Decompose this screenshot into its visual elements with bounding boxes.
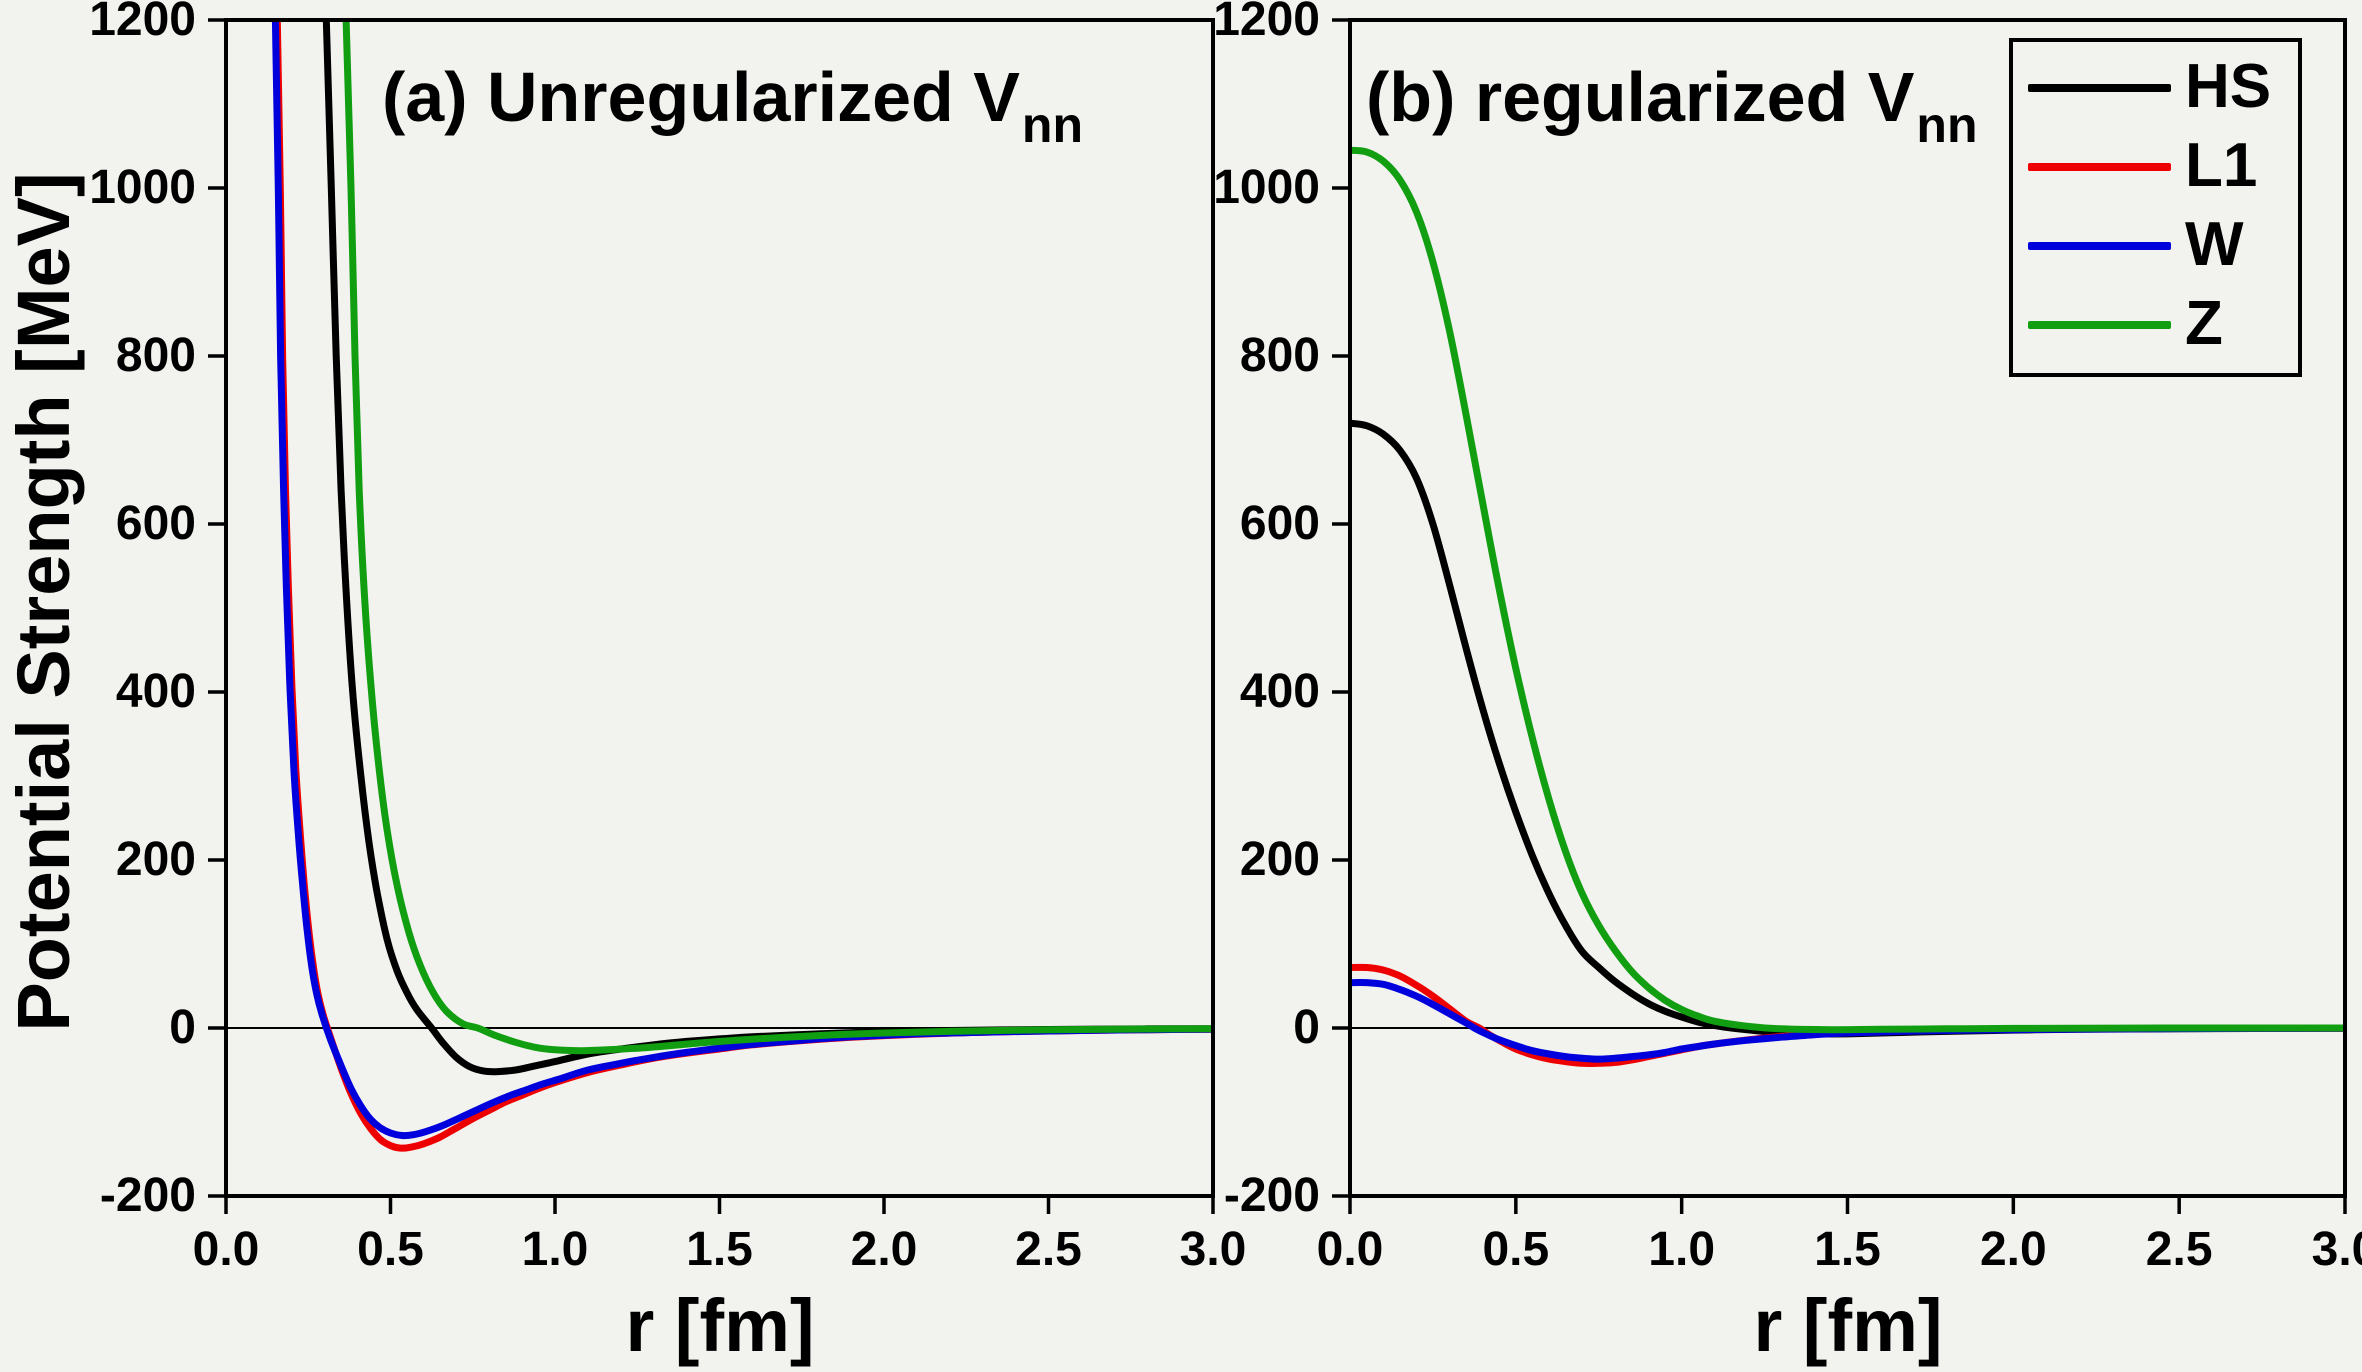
curve-z-panel-b [1350, 146, 2345, 1034]
legend-line-hs [2028, 84, 2171, 92]
y-tick-label-panel-a: 1200 [89, 0, 196, 46]
y-tick-label-panel-a: 1000 [89, 161, 196, 214]
y-tick-label-panel-b: 200 [1239, 833, 1320, 886]
legend-label-z: Z [2185, 289, 2223, 358]
x-tick-label-panel-b: 2.0 [1979, 1223, 2047, 1276]
curve-w-panel-a [271, 20, 1213, 1140]
y-tick-label-panel-b: -200 [1223, 1169, 1320, 1222]
x-tick-label-panel-a: 3.0 [1179, 1223, 1247, 1276]
x-tick-label-panel-a: 1.5 [686, 1223, 753, 1276]
y-tick-label-panel-a: -200 [99, 1169, 196, 1222]
legend-label-hs: HS [2185, 52, 2272, 121]
y-tick-label-panel-b: 400 [1239, 665, 1320, 718]
x-tick-label-panel-b: 3.0 [2311, 1223, 2362, 1276]
curve-hs-panel-a [322, 20, 1213, 1076]
x-tick-label-panel-b: 1.5 [1814, 1223, 1881, 1276]
curve-l1-panel-a [273, 20, 1213, 1152]
x-tick-label-panel-b: 0.5 [1482, 1223, 1550, 1276]
legend-line-z [2028, 321, 2171, 329]
legend-label-l1: L1 [2185, 131, 2258, 200]
panel-b-title: (b) regularized Vnn [1366, 58, 1978, 150]
y-tick-label-panel-b: 1200 [1213, 0, 1320, 46]
y-tick-label-panel-b: 1000 [1213, 161, 1320, 214]
y-tick-label-panel-a: 600 [115, 497, 196, 550]
curve-l1-panel-b [1350, 963, 2345, 1067]
panel-a-title-subscript: nn [1021, 97, 1083, 153]
y-tick-label-panel-b: 800 [1239, 329, 1320, 382]
legend-label-w: W [2185, 210, 2244, 279]
y-tick-label-panel-a: 0 [169, 1001, 196, 1054]
y-tick-label-panel-b: 0 [1293, 1001, 1320, 1054]
x-axis-title-panel-b: r [fm] [1753, 1284, 1943, 1367]
panel-a-title-text: (a) Unregularized V [382, 58, 1020, 136]
x-axis-title-panel-a: r [fm] [625, 1284, 815, 1367]
x-tick-label-panel-b: 0.0 [1316, 1223, 1384, 1276]
plot-frame-panel-a [224, 18, 1215, 1198]
legend-box: HS L1 W Z [2009, 38, 2302, 377]
x-tick-label-panel-b: 2.5 [2145, 1223, 2213, 1276]
x-tick-label-panel-a: 2.5 [1015, 1223, 1082, 1276]
curve-z-panel-a [342, 20, 1213, 1055]
y-tick-label-panel-b: 600 [1239, 497, 1320, 550]
x-tick-label-panel-a: 0.0 [192, 1223, 260, 1276]
x-tick-label-panel-b: 1.0 [1648, 1223, 1716, 1276]
y-tick-label-panel-a: 200 [115, 833, 196, 886]
panel-b-title-text: (b) regularized V [1366, 58, 1915, 136]
x-tick-label-panel-a: 0.5 [357, 1223, 424, 1276]
panel-b-title-subscript: nn [1916, 97, 1978, 153]
curve-hs-panel-b [1350, 419, 2345, 1038]
x-tick-label-panel-a: 2.0 [850, 1223, 918, 1276]
y-tick-label-panel-a: 400 [115, 665, 196, 718]
curve-w-panel-b [1350, 979, 2345, 1063]
x-tick-label-panel-a: 1.0 [521, 1223, 589, 1276]
legend-line-l1 [2028, 163, 2171, 171]
panel-a-title: (a) Unregularized Vnn [382, 58, 1083, 150]
y-tick-label-panel-a: 800 [115, 329, 196, 382]
legend-line-w [2028, 242, 2171, 250]
